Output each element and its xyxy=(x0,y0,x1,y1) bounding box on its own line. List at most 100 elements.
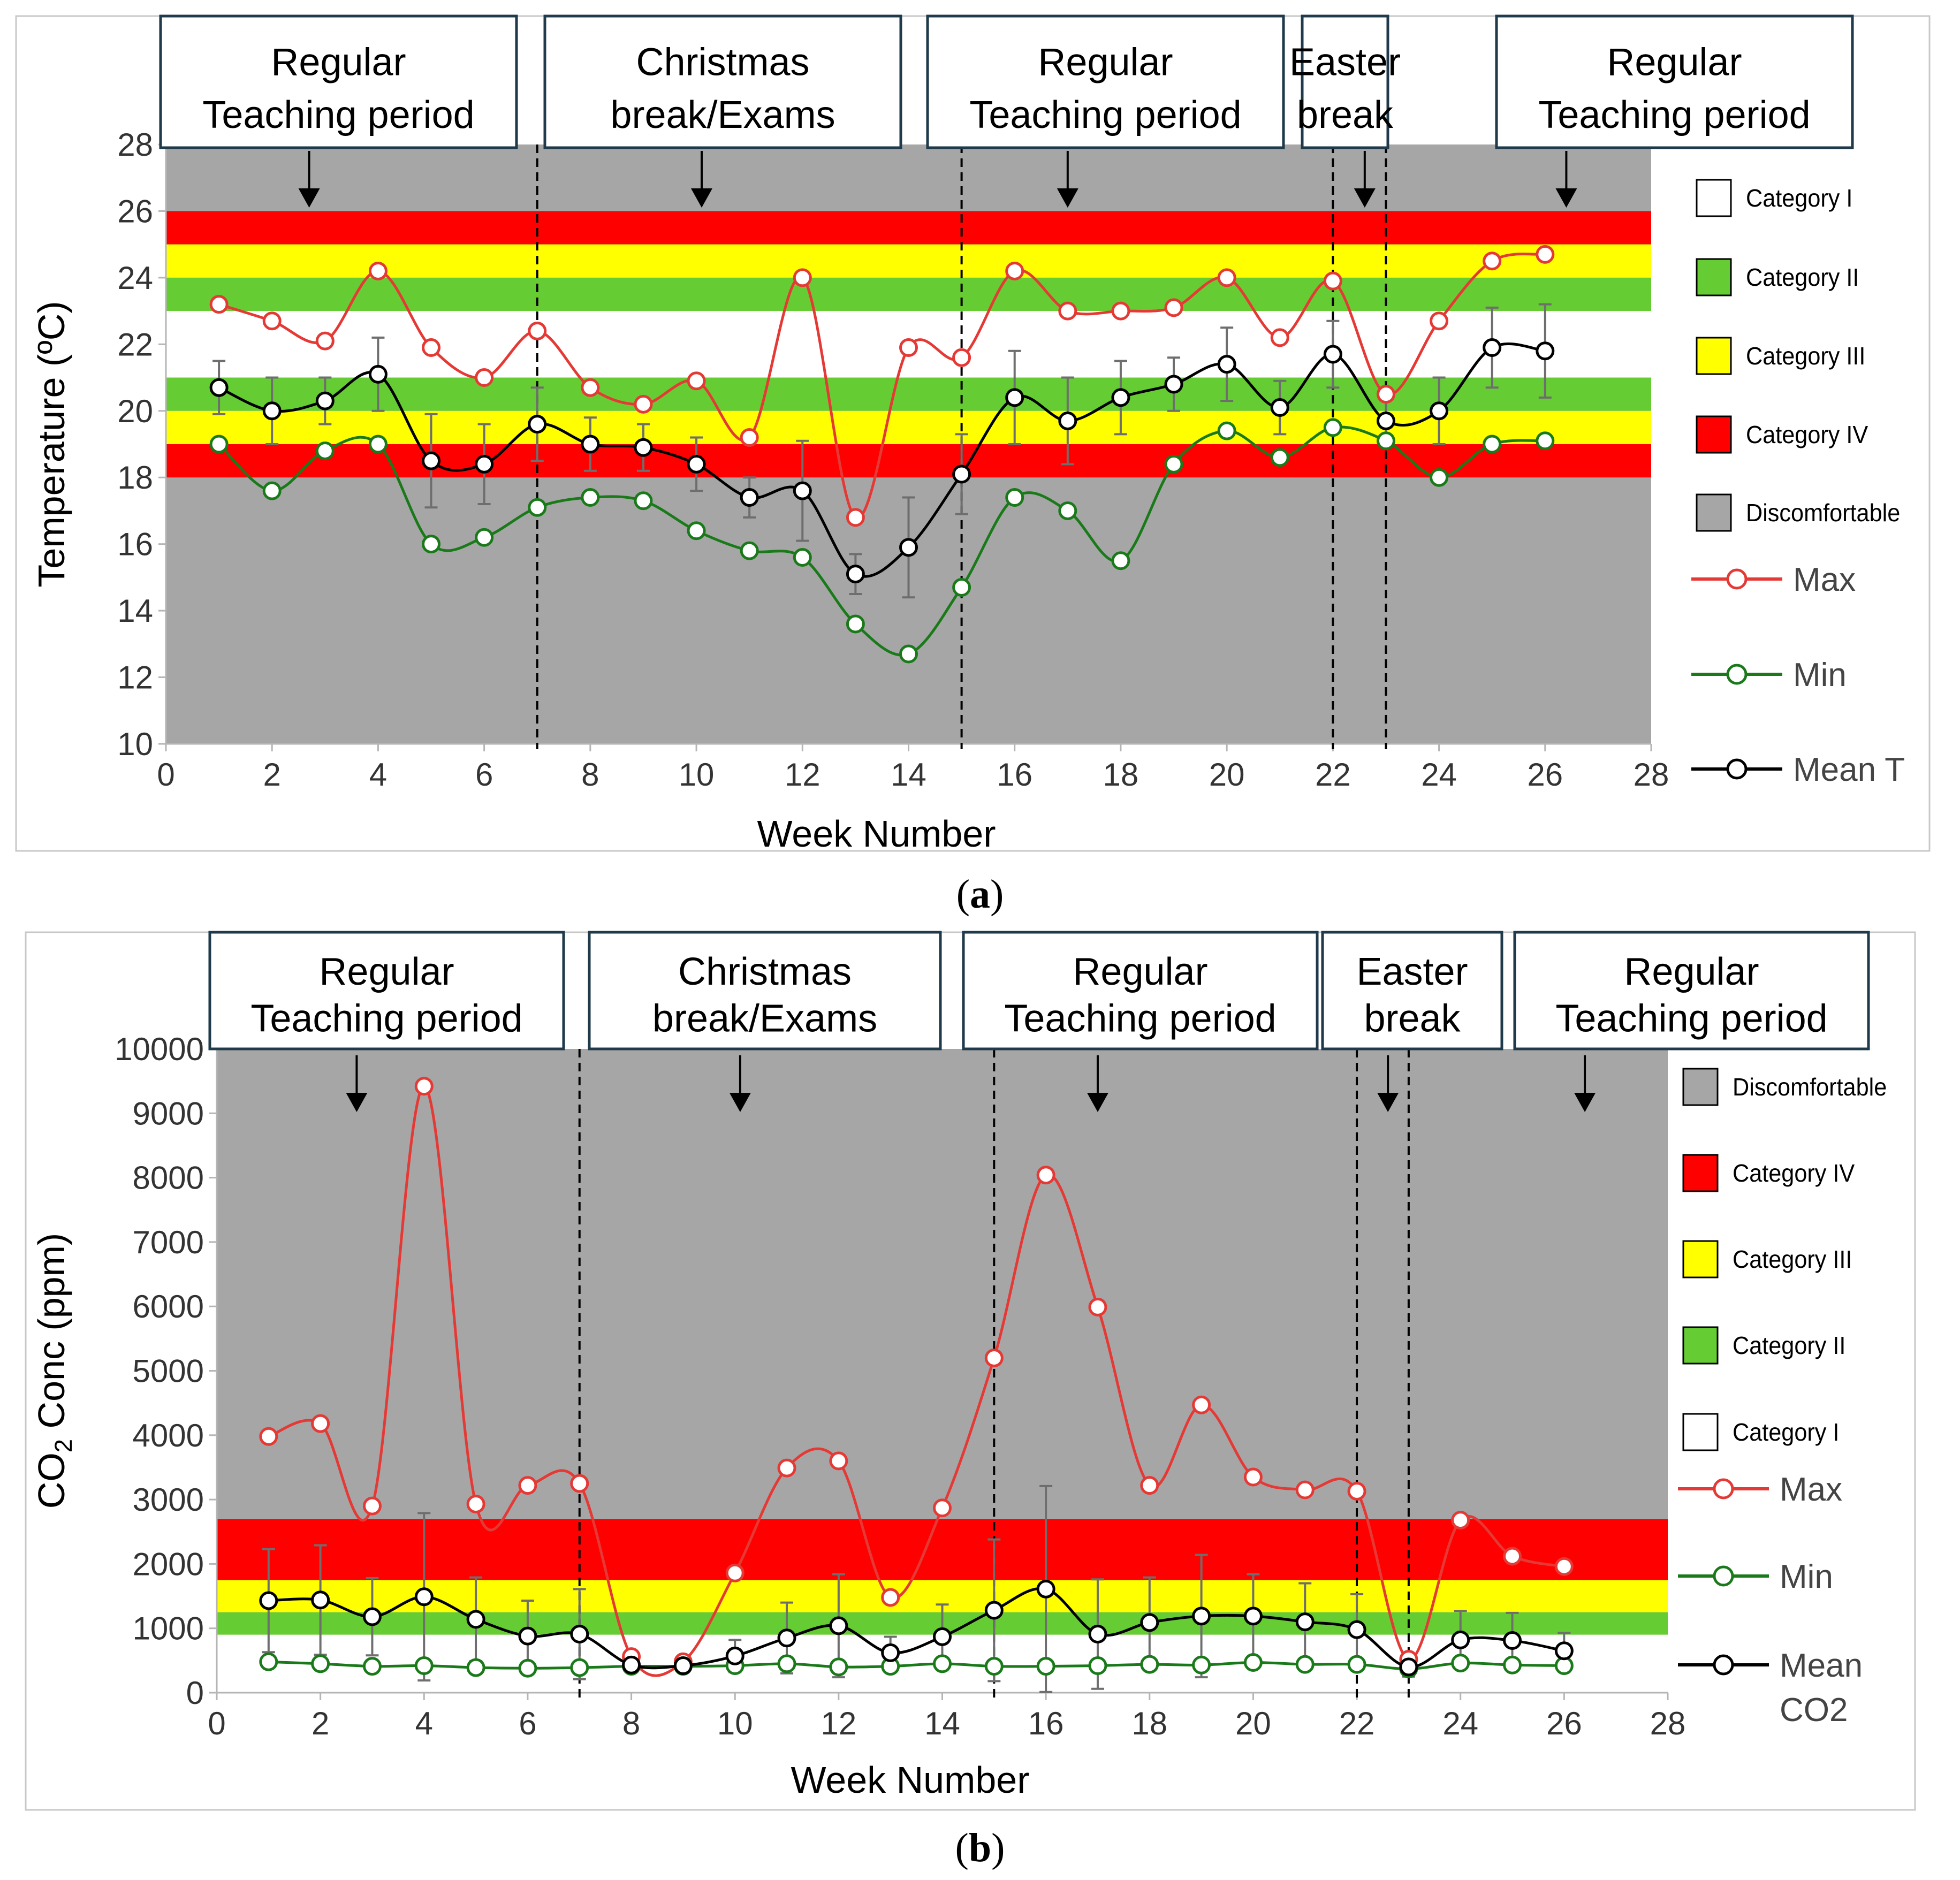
data-point-min xyxy=(581,488,600,507)
x-tick-label: 24 xyxy=(1421,757,1457,793)
data-point-mean-t xyxy=(634,438,653,457)
data-point-min xyxy=(368,435,388,454)
period-box xyxy=(1495,14,1854,149)
legend-swatch xyxy=(1682,1068,1719,1106)
data-point-mean-co2 xyxy=(1503,1631,1522,1650)
data-point-min xyxy=(1243,1653,1263,1672)
data-point-mean-co2 xyxy=(1554,1641,1574,1661)
period-arrow-head xyxy=(729,1093,751,1112)
data-point-min xyxy=(1088,1656,1107,1675)
data-point-mean-t xyxy=(846,565,865,584)
legend-series-label: Max xyxy=(1793,561,1856,598)
data-point-mean-t xyxy=(687,454,706,474)
data-point-max xyxy=(528,321,547,340)
y-tick-label: 22 xyxy=(117,326,153,362)
data-point-max xyxy=(793,268,812,287)
data-point-max xyxy=(311,1414,330,1433)
caption-a: (a) xyxy=(956,872,1004,917)
data-point-max xyxy=(777,1458,796,1478)
data-point-min xyxy=(466,1658,485,1677)
legend-label: Category II xyxy=(1733,1333,1845,1359)
data-point-min xyxy=(414,1656,434,1675)
period-box xyxy=(962,931,1319,1051)
x-tick-label: 10 xyxy=(717,1706,753,1741)
x-tick-label: 8 xyxy=(622,1706,640,1741)
x-tick-label: 0 xyxy=(208,1706,225,1741)
y-tick-label: 9000 xyxy=(133,1095,204,1131)
legend-label: Category III xyxy=(1733,1246,1852,1273)
legend-label: Discomfortable xyxy=(1746,500,1900,527)
legend-label: Category I xyxy=(1746,185,1852,212)
band-category-ii xyxy=(166,277,1651,311)
legend-marker xyxy=(1713,1654,1734,1676)
data-point-max xyxy=(1376,385,1395,404)
data-point-mean-co2 xyxy=(570,1625,589,1644)
data-point-mean-t xyxy=(740,488,759,507)
period-arrow-head xyxy=(1555,188,1577,208)
data-point-min xyxy=(1430,468,1449,487)
data-point-max xyxy=(899,338,918,357)
period-arrow-head xyxy=(690,188,712,208)
data-point-min xyxy=(1111,551,1130,570)
y-tick-label: 8000 xyxy=(133,1160,204,1196)
period-label-line2: break/Exams xyxy=(652,997,877,1040)
period-label-line2: Teaching period xyxy=(250,997,522,1040)
data-point-max xyxy=(1140,1476,1159,1495)
data-point-mean-co2 xyxy=(829,1616,848,1635)
data-point-mean-t xyxy=(1430,401,1449,421)
caption-b-label: b xyxy=(968,1825,992,1870)
data-point-max xyxy=(1451,1511,1470,1530)
legend-swatch xyxy=(1696,258,1732,296)
x-axis-label: Week Number xyxy=(791,1759,1029,1801)
x-tick-label: 6 xyxy=(475,757,493,793)
data-point-min xyxy=(259,1652,278,1671)
data-point-max xyxy=(422,338,441,357)
data-point-max xyxy=(570,1474,589,1493)
period-label-line2: Teaching period xyxy=(1538,94,1810,136)
data-point-max xyxy=(414,1077,434,1096)
data-point-mean-co2 xyxy=(1295,1612,1315,1632)
data-point-min xyxy=(1058,501,1077,520)
data-point-mean-t xyxy=(899,538,918,557)
data-point-mean-co2 xyxy=(1243,1607,1263,1626)
data-point-max xyxy=(829,1451,848,1471)
chart-b: 0 2 4 6 8 10 12 14 16 18 20 22 24 26 28010002000300040… xyxy=(25,931,1916,1811)
data-point-min xyxy=(209,435,229,454)
y-tick-label: 2000 xyxy=(133,1546,204,1582)
y-axis-label-subscript: 2 xyxy=(50,1439,77,1452)
legend-marker xyxy=(1726,568,1748,590)
data-point-min xyxy=(311,1654,330,1673)
data-point-max xyxy=(952,348,971,367)
data-point-min xyxy=(829,1657,848,1677)
x-tick-label: 2 xyxy=(263,757,281,793)
period-label-line1: Regular xyxy=(271,41,406,84)
data-point-mean-t xyxy=(315,391,335,410)
data-point-min xyxy=(1140,1655,1159,1674)
x-tick-label: 16 xyxy=(1028,1706,1064,1741)
data-point-mean-t xyxy=(1164,375,1183,394)
data-point-mean-t xyxy=(1483,338,1502,357)
data-point-mean-co2 xyxy=(673,1656,693,1675)
data-point-min xyxy=(1005,488,1024,507)
x-tick-label: 14 xyxy=(891,757,926,793)
data-point-max xyxy=(933,1498,952,1518)
data-point-mean-t xyxy=(1111,388,1130,407)
data-point-max xyxy=(262,311,282,331)
band-category-iii xyxy=(166,244,1651,278)
x-tick-label: 18 xyxy=(1103,757,1139,793)
data-point-mean-co2 xyxy=(1140,1613,1159,1632)
period-label-line1: Christmas xyxy=(678,950,852,993)
data-point-max xyxy=(1483,252,1502,271)
period-label-line2: break xyxy=(1297,94,1394,136)
data-point-mean-t xyxy=(1270,398,1289,417)
legend-series-label: Mean T xyxy=(1793,751,1905,788)
data-point-max xyxy=(368,261,388,280)
data-point-max xyxy=(518,1476,537,1495)
data-point-min xyxy=(1451,1654,1470,1673)
data-point-mean-co2 xyxy=(881,1643,900,1662)
data-point-min xyxy=(1036,1657,1055,1676)
legend-marker xyxy=(1726,758,1748,780)
chart-a: 0 2 4 6 8 10 12 14 16 18 20 22 24 26 28101214161820222… xyxy=(15,14,1931,855)
data-point-min xyxy=(1376,431,1395,451)
